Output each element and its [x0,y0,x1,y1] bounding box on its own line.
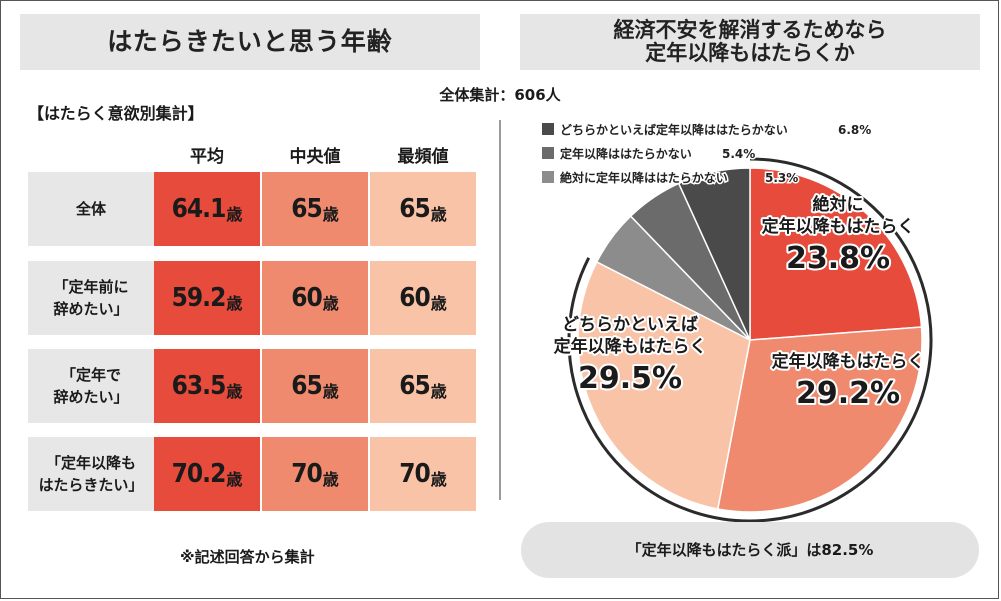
pie-slice [577,260,751,510]
cell-unit: 歳 [226,294,243,313]
cell-average: 64.1 歳 [154,172,260,246]
total-count: 全体集計：606人 [439,86,561,104]
legend-label: 定年以降ははたらかない [560,146,692,161]
column-header-average: 平均 [190,147,224,167]
legend-swatch [542,171,554,183]
row-label-line: 「定年以降も [45,454,136,472]
row-label-line: 辞めたい」 [53,388,129,406]
row-label-quit-before: 「定年前に辞めたい」 [28,261,154,335]
cell-value: 65 [291,371,323,401]
right-title-line-1: 経済不安を解消するためなら [613,18,887,42]
slice-label: どちらかといえば定年以降もはたらく 29.5% [554,315,707,396]
row-label-line: 「定年で [60,366,121,384]
cell-median: 70 歳 [262,437,368,511]
cell-unit: 歳 [322,382,339,401]
cell-median: 65 歳 [262,349,368,423]
cell-unit: 歳 [226,205,243,224]
cell-value: 60 [291,283,323,313]
slice-label-line: 定年以降もはたらく [762,216,915,237]
column-header-median: 中央値 [289,147,341,167]
pie-slice [716,326,923,513]
pie-slice [749,167,923,341]
cell-unit: 歳 [322,205,339,224]
cell-average: 70.2 歳 [154,437,260,511]
row-label-work-after: 「定年以降も はたらきたい」 [28,437,154,511]
right-title: 経済不安を解消するためなら 定年以降もはたらくか [520,14,980,70]
row-label-line: はたらきたい」 [38,476,144,494]
slice-label: 絶対に定年以降もはたらく 23.8% [762,194,915,276]
cell-average: 63.5 歳 [154,349,260,423]
cell-mode: 65 歳 [370,172,476,246]
row-label-line: 「定年前に [53,278,129,296]
cell-value: 59.2 [171,283,227,313]
cell-median: 65 歳 [262,172,368,246]
footnote: ※記述回答から集計 [180,548,315,566]
legend-label: どちらかといえば定年以降ははたらかない [560,122,788,137]
cell-mode: 65 歳 [370,349,476,423]
cell-value: 60 [399,283,431,313]
legend-value: 6.8% [838,123,871,137]
legend-value: 5.4% [722,147,755,161]
right-title-line-2: 定年以降もはたらくか [645,41,855,65]
cell-value: 70 [291,459,323,489]
cell-unit: 歳 [322,294,339,313]
column-header-mode: 最頻値 [397,147,449,167]
row-label-all: 全体 [28,172,154,246]
cell-unit: 歳 [226,382,243,401]
cell-unit: 歳 [430,470,447,489]
cell-value: 65 [399,371,431,401]
slice-label: 定年以降もはたらく 29.2% [772,351,925,411]
highlight-ring [567,157,933,523]
cell-average: 59.2 歳 [154,261,260,335]
legend-swatch [542,123,554,135]
slice-label-line: 定年以降もはたらく [772,351,925,372]
cell-unit: 歳 [430,382,447,401]
row-label-text: 全体 [75,200,106,218]
row-label-quit-at: 「定年で 辞めたい」 [28,349,154,423]
divider [499,120,501,500]
pie-chart: 絶対に定年以降もはたらく 23.8%定年以降もはたらく 29.2%どちらかといえば定… [542,121,933,523]
cell-unit: 歳 [430,294,447,313]
cell-value: 63.5 [171,371,227,401]
slice-label-line: どちらかといえば [562,315,698,335]
cell-unit: 歳 [322,470,339,489]
cell-median: 60 歳 [262,261,368,335]
row-label-line: 辞めたい」 [53,300,129,318]
cell-unit: 歳 [226,470,243,489]
legend-label: 絶対に定年以降ははたらかない [560,170,728,185]
cell-mode: 60 歳 [370,261,476,335]
slice-percent: 29.2% [796,376,900,411]
section-label: 【はたらく意欲別集計】 [28,104,204,123]
legend-value: 5.3% [765,171,798,185]
cell-value: 65 [399,194,431,224]
cell-unit: 歳 [430,205,447,224]
cell-value: 64.1 [171,194,227,224]
summary-badge: 「定年以降もはたらく派」は82.5% [521,522,979,578]
slice-percent: 29.5% [578,361,682,396]
slice-label-line: 定年以降もはたらく [554,336,707,357]
cell-mode: 70 歳 [370,437,476,511]
slice-percent: 23.8% [786,241,890,276]
cell-value: 70 [399,459,431,489]
left-title: はたらきたいと思う年齢 [20,14,480,70]
pie-slice [677,167,751,341]
cell-value: 65 [291,194,323,224]
cell-value: 70.2 [171,459,227,489]
slice-label-line: 絶対に [813,194,864,215]
legend-swatch [542,147,554,159]
